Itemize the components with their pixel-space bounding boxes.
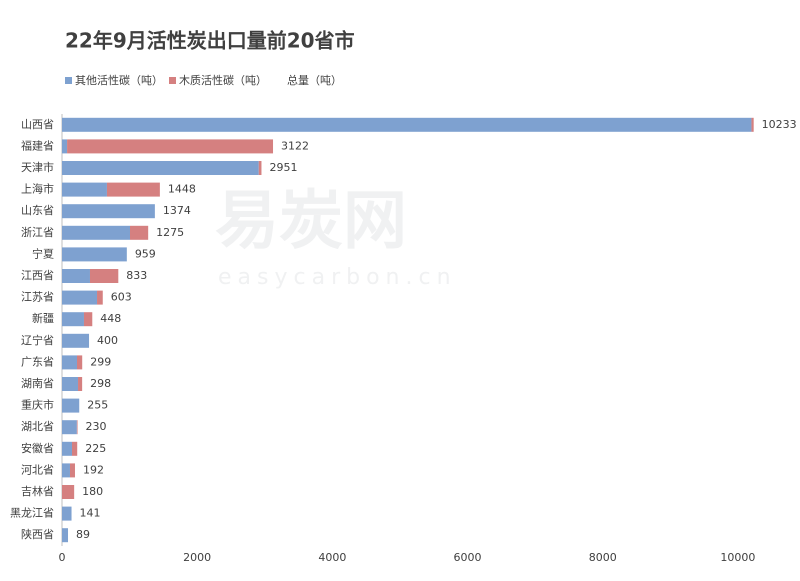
- total-label: 192: [83, 463, 104, 476]
- total-label: 180: [82, 485, 103, 498]
- bar-segment: [129, 225, 149, 240]
- total-label: 448: [100, 312, 121, 325]
- y-tick-label: 宁夏: [32, 246, 54, 260]
- bar-segment: [69, 463, 75, 478]
- bar-segment: [78, 377, 83, 391]
- y-tick-label: 广东省: [21, 355, 54, 368]
- y-tick-label: 重庆市: [21, 398, 54, 412]
- legend-label: 木质活性碳（吨）: [179, 73, 267, 87]
- bar-segment: [62, 377, 79, 391]
- total-label: 1448: [168, 183, 196, 196]
- legend-swatch: [169, 77, 176, 84]
- y-tick-label: 安徽省: [21, 441, 54, 455]
- bar-segment: [62, 485, 75, 499]
- watermark: 易炭网: [215, 185, 407, 259]
- total-label: 89: [76, 528, 90, 541]
- bar-segment: [62, 398, 80, 413]
- total-label: 225: [85, 442, 106, 455]
- y-tick-label: 江西省: [21, 269, 54, 282]
- bar-segment: [62, 355, 78, 370]
- bar-segment: [83, 312, 93, 327]
- x-tick-label: 6000: [454, 551, 482, 564]
- y-tick-label: 新疆: [32, 311, 54, 325]
- total-label: 299: [90, 355, 111, 368]
- bar-segment: [89, 269, 119, 283]
- x-tick-label: 10000: [720, 551, 755, 564]
- total-label: 10233: [762, 118, 797, 131]
- y-tick-label: 陕西省: [21, 527, 54, 541]
- bar-segment: [751, 117, 754, 132]
- legend-label: 其他活性碳（吨）: [75, 73, 163, 87]
- bar-segment: [62, 225, 130, 240]
- bar-segment: [62, 161, 259, 175]
- bar-segment: [76, 420, 78, 435]
- bar-segment: [62, 420, 77, 435]
- y-tick-label: 山东省: [21, 204, 54, 217]
- bar-segment: [62, 528, 69, 543]
- y-tick-label: 福建省: [21, 138, 54, 152]
- bar-segment: [62, 269, 90, 283]
- chart-title: 22年9月活性炭出口量前20省市: [65, 29, 355, 53]
- x-tick-label: 2000: [183, 551, 211, 564]
- bar-segment: [62, 290, 98, 305]
- total-label: 255: [87, 399, 108, 412]
- bar-segment: [62, 182, 107, 197]
- bar-segment: [62, 463, 70, 478]
- bar-segment: [62, 117, 752, 132]
- total-label: 1374: [163, 204, 191, 217]
- total-label: 3122: [281, 139, 309, 152]
- bar-segment: [77, 355, 83, 370]
- bar-segment: [62, 333, 90, 348]
- y-tick-label: 黑龙江省: [10, 507, 54, 520]
- bar-segment: [67, 139, 274, 154]
- x-tick-label: 8000: [589, 551, 617, 564]
- bar-segment: [97, 290, 103, 305]
- total-label: 400: [97, 334, 118, 347]
- x-tick-label: 0: [59, 551, 66, 564]
- bar-segment: [62, 312, 84, 327]
- bar-segment: [62, 441, 73, 456]
- legend-label: 总量（吨）: [287, 73, 342, 87]
- total-label: 141: [80, 507, 101, 520]
- total-label: 1275: [156, 226, 184, 239]
- total-label: 833: [126, 269, 147, 282]
- bar-segment: [72, 441, 78, 456]
- y-tick-label: 湖南省: [21, 377, 54, 390]
- y-tick-label: 湖北省: [21, 420, 54, 433]
- y-tick-label: 浙江省: [21, 226, 54, 239]
- bar-segment: [106, 182, 160, 197]
- total-label: 298: [90, 377, 111, 390]
- y-tick-label: 辽宁省: [21, 333, 54, 347]
- bar-segment: [62, 139, 68, 154]
- y-tick-label: 河北省: [21, 463, 54, 476]
- watermark-url: easycarbon.cn: [218, 265, 457, 290]
- y-tick-label: 上海市: [21, 182, 54, 196]
- bar-segment: [62, 247, 127, 262]
- bar-segment: [258, 161, 262, 175]
- x-tick-label: 4000: [318, 551, 346, 564]
- total-label: 603: [111, 291, 132, 304]
- y-tick-label: 山西省: [21, 118, 54, 131]
- total-label: 230: [86, 420, 107, 433]
- bar-segment: [62, 506, 72, 521]
- bar-segment: [62, 204, 155, 219]
- legend-swatch: [65, 77, 72, 84]
- y-tick-label: 天津市: [21, 160, 54, 174]
- y-tick-label: 江苏省: [21, 291, 54, 304]
- total-label: 2951: [269, 161, 297, 174]
- y-tick-label: 吉林省: [21, 484, 54, 498]
- total-label: 959: [135, 247, 156, 260]
